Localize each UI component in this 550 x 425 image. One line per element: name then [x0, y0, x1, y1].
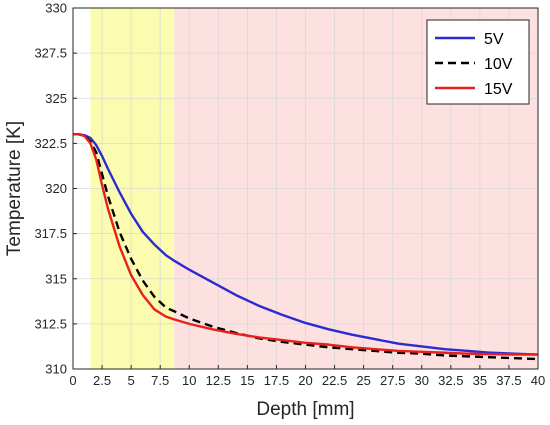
y-tick-label: 330	[45, 1, 67, 16]
x-tick-label: 0	[69, 373, 76, 388]
legend-label-15v: 15V	[484, 81, 513, 98]
x-tick-label: 35	[473, 373, 487, 388]
y-tick-label: 320	[45, 181, 67, 196]
x-tick-label: 20	[298, 373, 312, 388]
series-line-10v	[73, 133, 539, 361]
x-tick-label: 10	[182, 373, 196, 388]
x-tick-label: 25	[356, 373, 370, 388]
x-tick-label: 32.5	[438, 373, 463, 388]
x-tick-label: 15	[240, 373, 254, 388]
y-tick-label: 317.5	[34, 226, 67, 241]
y-tick-label: 315	[45, 271, 67, 286]
x-axis-ticks: 0 2.5 5 7.5 10 12.5 15 17.5 20 22.5 25 27.5 30 32.5 35…	[69, 365, 545, 388]
x-tick-label: 17.5	[264, 373, 289, 388]
legend-label-5v: 5V	[484, 31, 504, 48]
x-tick-label: 37.5	[496, 373, 521, 388]
series-line-5v	[73, 133, 539, 356]
legend: 5V 10V 15V	[426, 19, 530, 105]
legend-box	[426, 19, 530, 105]
y-axis-label: Temperature [K]	[4, 121, 25, 256]
y-tick-label: 310	[45, 362, 67, 377]
y-tick-label: 322.5	[34, 136, 67, 151]
x-tick-label: 40	[531, 373, 545, 388]
x-axis-label: Depth [mm]	[256, 399, 354, 420]
x-tick-label: 5	[128, 373, 135, 388]
series-line-15v	[73, 133, 538, 356]
x-tick-label: 2.5	[93, 373, 111, 388]
x-tick-label: 27.5	[380, 373, 405, 388]
x-tick-label: 30	[415, 373, 429, 388]
x-tick-label: 7.5	[151, 373, 169, 388]
y-axis-ticks: 310 312.5 315 317.5 320 322.5 325 327.5 330	[34, 1, 77, 377]
y-tick-label: 312.5	[34, 316, 67, 331]
legend-label-10v: 10V	[484, 56, 513, 73]
y-tick-label: 327.5	[34, 46, 67, 61]
data-series	[73, 133, 539, 361]
x-tick-label: 22.5	[322, 373, 347, 388]
y-tick-label: 325	[45, 91, 67, 106]
x-tick-label: 12.5	[206, 373, 231, 388]
